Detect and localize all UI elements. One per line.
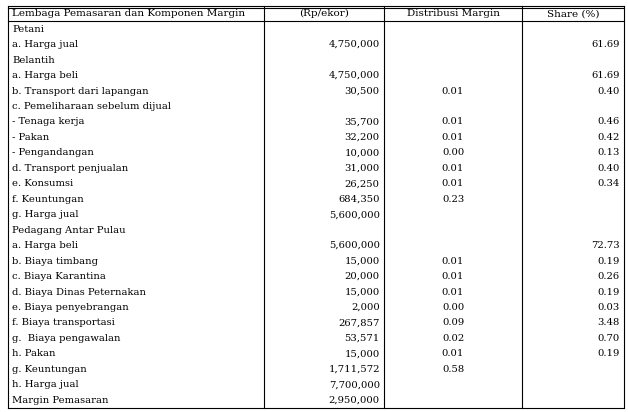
Text: 0.00: 0.00: [442, 303, 464, 312]
Text: 3.48: 3.48: [598, 318, 620, 328]
Text: 0.26: 0.26: [598, 272, 620, 281]
Text: (Rp/ekor): (Rp/ekor): [299, 9, 349, 18]
Text: 61.69: 61.69: [592, 40, 620, 49]
Text: 0.01: 0.01: [442, 272, 464, 281]
Text: 10,000: 10,000: [345, 148, 380, 157]
Text: c. Pemeliharaan sebelum dijual: c. Pemeliharaan sebelum dijual: [12, 102, 171, 111]
Text: 0.46: 0.46: [598, 117, 620, 126]
Text: d. Biaya Dinas Peternakan: d. Biaya Dinas Peternakan: [12, 288, 146, 297]
Text: 0.34: 0.34: [598, 179, 620, 188]
Text: d. Transport penjualan: d. Transport penjualan: [12, 164, 128, 173]
Text: g. Harga jual: g. Harga jual: [12, 210, 78, 219]
Text: Margin Pemasaran: Margin Pemasaran: [12, 396, 109, 405]
Text: 15,000: 15,000: [345, 349, 380, 358]
Text: - Pakan: - Pakan: [12, 133, 49, 142]
Text: 0.01: 0.01: [442, 179, 464, 188]
Text: 0.19: 0.19: [598, 257, 620, 266]
Text: 31,000: 31,000: [345, 164, 380, 173]
Text: f. Biaya transportasi: f. Biaya transportasi: [12, 318, 115, 328]
Text: g. Keuntungan: g. Keuntungan: [12, 365, 87, 374]
Text: 0.70: 0.70: [598, 334, 620, 343]
Text: e. Biaya penyebrangan: e. Biaya penyebrangan: [12, 303, 129, 312]
Text: Share (%): Share (%): [547, 9, 600, 18]
Text: a. Harga beli: a. Harga beli: [12, 241, 78, 250]
Text: 0.09: 0.09: [442, 318, 464, 328]
Text: Pedagang Antar Pulau: Pedagang Antar Pulau: [12, 226, 126, 235]
Text: 1,711,572: 1,711,572: [328, 365, 380, 374]
Text: 0.19: 0.19: [598, 349, 620, 358]
Text: a. Harga jual: a. Harga jual: [12, 40, 78, 49]
Text: b. Transport dari lapangan: b. Transport dari lapangan: [12, 87, 149, 96]
Text: 30,500: 30,500: [345, 87, 380, 96]
Text: 0.01: 0.01: [442, 87, 464, 96]
Text: 61.69: 61.69: [592, 71, 620, 80]
Text: Belantih: Belantih: [12, 56, 55, 65]
Text: 15,000: 15,000: [345, 257, 380, 266]
Text: 2,000: 2,000: [351, 303, 380, 312]
Text: 0.23: 0.23: [442, 195, 464, 204]
Text: 0.42: 0.42: [598, 133, 620, 142]
Text: 2,950,000: 2,950,000: [328, 396, 380, 405]
Text: 72.73: 72.73: [592, 241, 620, 250]
Text: e. Konsumsi: e. Konsumsi: [12, 179, 73, 188]
Text: 0.01: 0.01: [442, 164, 464, 173]
Text: a. Harga beli: a. Harga beli: [12, 71, 78, 80]
Text: 5,600,000: 5,600,000: [329, 210, 380, 219]
Text: 26,250: 26,250: [345, 179, 380, 188]
Text: 35,700: 35,700: [345, 117, 380, 126]
Text: 0.02: 0.02: [442, 334, 464, 343]
Text: c. Biaya Karantina: c. Biaya Karantina: [12, 272, 106, 281]
Text: - Pengandangan: - Pengandangan: [12, 148, 94, 157]
Text: h. Harga jual: h. Harga jual: [12, 380, 78, 389]
Text: b. Biaya timbang: b. Biaya timbang: [12, 257, 98, 266]
Text: h. Pakan: h. Pakan: [12, 349, 55, 358]
Text: 684,350: 684,350: [338, 195, 380, 204]
Text: 0.01: 0.01: [442, 133, 464, 142]
Text: - Tenaga kerja: - Tenaga kerja: [12, 117, 85, 126]
Text: 4,750,000: 4,750,000: [328, 71, 380, 80]
Text: 15,000: 15,000: [345, 288, 380, 297]
Text: 0.40: 0.40: [598, 87, 620, 96]
Text: 7,700,000: 7,700,000: [328, 380, 380, 389]
Text: 32,200: 32,200: [345, 133, 380, 142]
Text: 0.01: 0.01: [442, 117, 464, 126]
Text: Distribusi Margin: Distribusi Margin: [406, 9, 499, 18]
Text: 0.03: 0.03: [598, 303, 620, 312]
Text: 0.58: 0.58: [442, 365, 464, 374]
Text: 267,857: 267,857: [338, 318, 380, 328]
Text: 53,571: 53,571: [345, 334, 380, 343]
Text: 0.01: 0.01: [442, 257, 464, 266]
Text: 20,000: 20,000: [345, 272, 380, 281]
Text: Petani: Petani: [12, 25, 44, 34]
Text: 0.00: 0.00: [442, 148, 464, 157]
Text: 0.40: 0.40: [598, 164, 620, 173]
Text: 0.01: 0.01: [442, 349, 464, 358]
Text: f. Keuntungan: f. Keuntungan: [12, 195, 84, 204]
Text: 4,750,000: 4,750,000: [328, 40, 380, 49]
Text: g.  Biaya pengawalan: g. Biaya pengawalan: [12, 334, 121, 343]
Text: Lembaga Pemasaran dan Komponen Margin: Lembaga Pemasaran dan Komponen Margin: [12, 9, 245, 18]
Text: 5,600,000: 5,600,000: [329, 241, 380, 250]
Text: 0.13: 0.13: [598, 148, 620, 157]
Text: 0.01: 0.01: [442, 288, 464, 297]
Text: 0.19: 0.19: [598, 288, 620, 297]
